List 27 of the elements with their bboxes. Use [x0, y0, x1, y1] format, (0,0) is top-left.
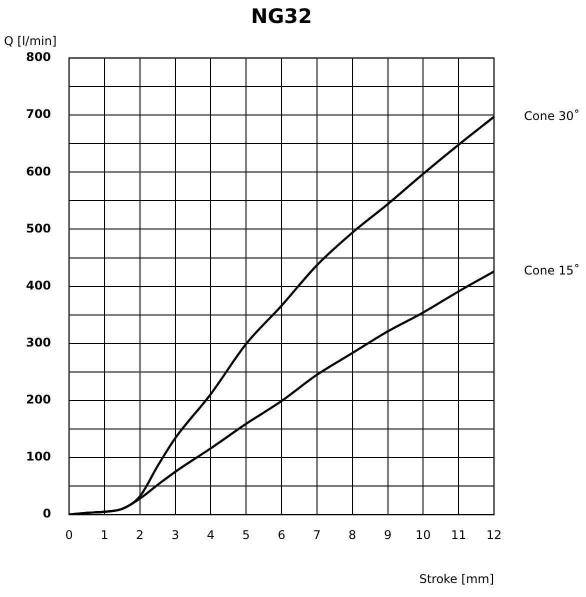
y-tick-label: 100 — [26, 450, 52, 464]
y-tick-label: 700 — [26, 107, 52, 122]
y-axis-title: Q [l/min] — [4, 34, 57, 48]
chart-title: NG32 — [251, 4, 312, 28]
y-tick-label: 200 — [26, 392, 52, 407]
x-tick-label: 12 — [486, 528, 502, 542]
y-tick-label: 0 — [42, 506, 52, 521]
x-tick-label: 2 — [136, 528, 144, 542]
x-tick-label: 10 — [416, 528, 431, 542]
x-tick-label: 0 — [65, 528, 73, 542]
y-tick-label: 500 — [26, 221, 52, 236]
text: Cone 30˚ — [524, 108, 580, 123]
y-tick-label: 600 — [26, 164, 52, 178]
x-tick-label: 8 — [348, 528, 356, 542]
x-tick-label: 7 — [313, 528, 321, 542]
x-tick-label: 9 — [384, 528, 392, 542]
text: Cone 15˚ — [524, 264, 580, 278]
x-tick-label: 5 — [242, 528, 250, 542]
x-tick-label: 11 — [450, 528, 466, 542]
x-tick-label: 3 — [171, 528, 180, 542]
y-tick-label: 300 — [26, 336, 52, 350]
x-tick-label: 6 — [278, 528, 286, 542]
y-tick-label: 400 — [26, 278, 52, 292]
y-tick-label: 800 — [26, 50, 52, 64]
x-tick-label: 1 — [100, 528, 108, 542]
x-axis-title: Stroke [mm] — [419, 572, 494, 586]
x-tick-label: 4 — [206, 528, 215, 542]
